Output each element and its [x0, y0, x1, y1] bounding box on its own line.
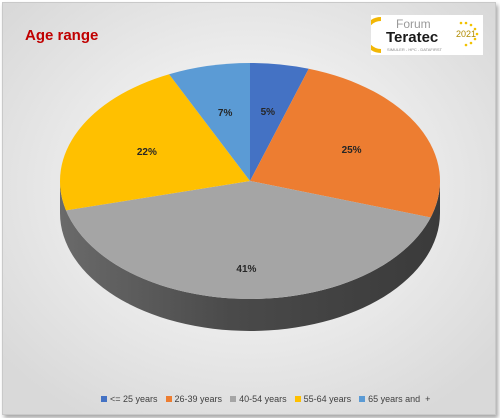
pie-slice-40-54-years	[65, 181, 431, 300]
legend-item-65-years-and: 65 years and +	[359, 394, 430, 404]
legend-swatch	[165, 396, 172, 402]
legend-swatch	[294, 396, 301, 402]
legend-item-40-54-years: 40-54 years	[230, 394, 287, 404]
pie-slice-25-years	[250, 63, 309, 181]
legend-item-25-years: <= 25 years	[101, 394, 158, 404]
pie-side-wall	[60, 181, 440, 331]
logo-year: 2021	[456, 29, 477, 39]
data-label-26-39-years: 25%	[342, 145, 362, 156]
legend-label: 65 years and +	[368, 394, 431, 404]
legend-label: <= 25 years	[110, 394, 158, 404]
legend-label: 40-54 years	[239, 394, 287, 404]
logo-line1: Forum	[396, 17, 431, 31]
chart-legend: <= 25 years 26-39 years 40-54 years 55-64 y…	[101, 394, 430, 404]
legend-label: 55-64 years	[303, 394, 352, 404]
legend-swatch	[359, 396, 366, 402]
data-label-40-54-years: 41%	[236, 264, 256, 275]
legend-item-55-64-years: 55-64 years	[294, 394, 352, 404]
pie-slices	[59, 63, 440, 300]
chart-frame: 5% 25% 41% 22% 7% Age range Forum Teratec 20…	[2, 2, 496, 415]
data-label-25-years: 5%	[261, 107, 276, 118]
legend-item-26-39-years: 26-39 years	[165, 394, 223, 404]
pie-side	[60, 181, 440, 331]
pie-slice-55-64-years	[59, 74, 250, 211]
logo-line2: Teratec	[386, 29, 439, 46]
data-label-65-years-and: 7%	[218, 108, 233, 119]
legend-swatch	[101, 396, 107, 402]
pie-slice-26-39-years	[250, 68, 440, 218]
legend-swatch	[230, 396, 237, 402]
forum-teratec-logo	[371, 15, 483, 55]
pie-chart: 5% 25% 41% 22% 7%	[3, 3, 495, 414]
logo-tagline: SIMULER - HPC - DATAFIRST	[387, 47, 442, 52]
chart-title: Age range	[25, 27, 99, 44]
legend-label: 26-39 years	[174, 394, 223, 404]
data-label-55-64-years: 22%	[137, 147, 157, 158]
pie-data-labels: 5% 25% 41% 22% 7%	[137, 107, 362, 275]
pie-slice-65-years-and	[169, 63, 250, 181]
